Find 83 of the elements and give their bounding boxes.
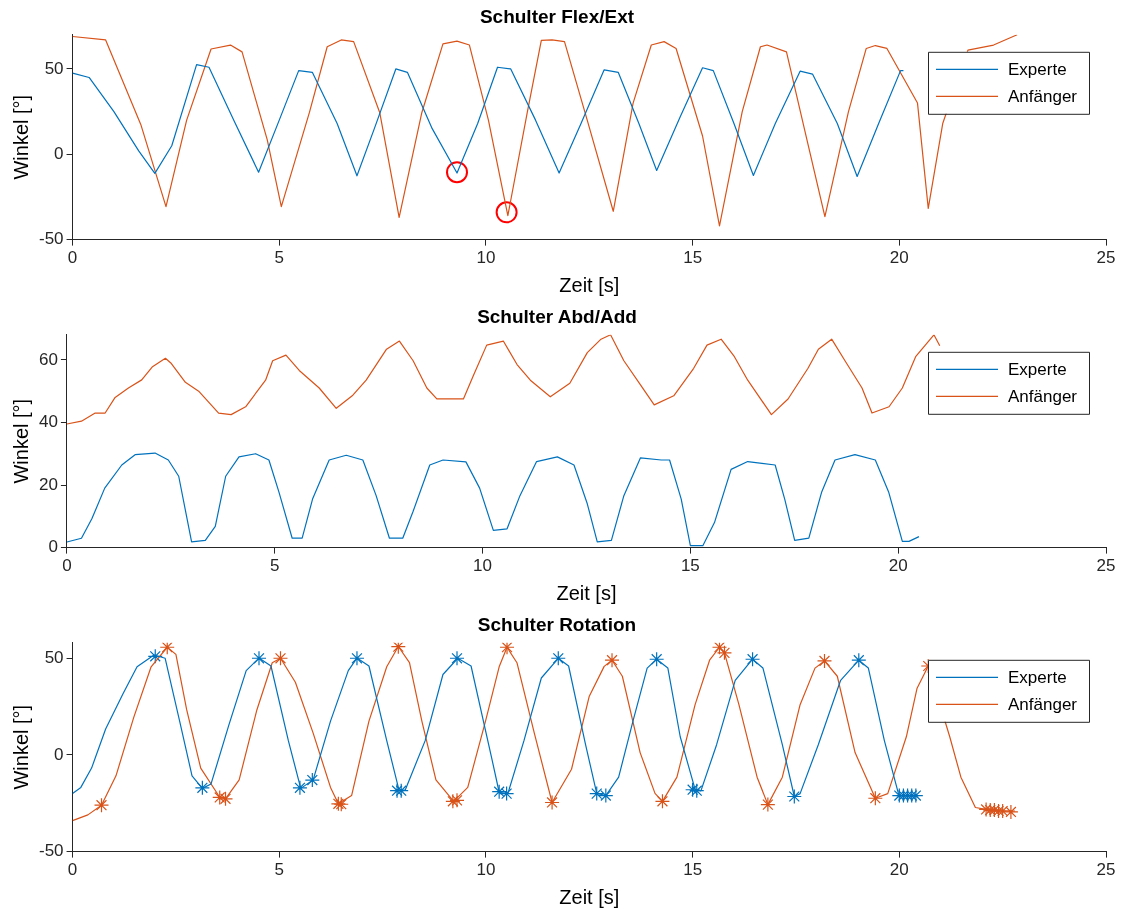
point — [990, 803, 1007, 819]
x-tick-label: 20 — [889, 248, 909, 268]
chart-title: Schulter Rotation — [477, 613, 637, 635]
point — [744, 651, 761, 667]
x-axis-title: Zeit [s] — [559, 885, 620, 908]
y-tick-label: 20 — [38, 474, 58, 494]
point — [689, 783, 705, 799]
y-tick-label: 40 — [38, 412, 58, 432]
x-tick-label: 15 — [683, 248, 703, 268]
point — [654, 793, 671, 809]
point — [93, 797, 110, 813]
point — [851, 652, 867, 668]
point — [604, 652, 620, 668]
point — [995, 803, 1011, 819]
x-tick-label: 25 — [1096, 860, 1116, 880]
point — [685, 782, 701, 798]
point — [349, 650, 365, 666]
x-tick-label: 15 — [680, 556, 700, 576]
point — [390, 642, 406, 655]
point — [292, 780, 308, 796]
point — [867, 790, 883, 806]
legend-label: Anfänger — [1008, 386, 1078, 406]
point — [982, 802, 998, 818]
y-tick-label: 0 — [54, 143, 64, 163]
legend-label: Experte — [1008, 667, 1067, 687]
point — [393, 783, 409, 799]
point — [304, 772, 320, 788]
x-tick-label: 10 — [473, 556, 493, 576]
legend-label: Experte — [1008, 359, 1067, 379]
y-axis-title: Winkel [°] — [9, 398, 32, 484]
y-tick-label: -50 — [38, 229, 64, 249]
point — [159, 642, 175, 655]
x-tick-label: 10 — [476, 860, 496, 880]
y-tick-label: 0 — [54, 744, 64, 764]
point — [217, 791, 234, 807]
x-tick-label: 25 — [1096, 556, 1116, 576]
x-tick-label: 0 — [67, 248, 78, 268]
x-tick-label: 20 — [889, 860, 909, 880]
legend-label: Anfänger — [1008, 694, 1078, 714]
x-tick-label: 0 — [67, 860, 78, 880]
legend-label: Anfänger — [1008, 86, 1078, 106]
legend-label: Experte — [1008, 59, 1067, 79]
point — [544, 794, 560, 811]
point — [499, 786, 515, 802]
point — [550, 650, 566, 666]
point — [194, 780, 210, 796]
point — [251, 650, 267, 666]
point — [499, 642, 515, 655]
point — [272, 650, 289, 666]
point — [598, 787, 614, 804]
point — [760, 797, 776, 813]
x-tick-label: 10 — [476, 248, 496, 268]
point — [445, 793, 461, 809]
point — [786, 788, 802, 805]
point — [147, 648, 163, 664]
point — [816, 653, 833, 669]
y-axis-title: Winkel [°] — [9, 94, 32, 180]
y-tick-label: 50 — [44, 58, 64, 78]
x-tick-label: 5 — [274, 860, 284, 880]
point — [1003, 804, 1019, 820]
x-tick-label: 25 — [1096, 248, 1116, 268]
y-tick-label: 50 — [44, 647, 64, 667]
point — [491, 784, 507, 800]
x-tick-label: 5 — [274, 248, 284, 268]
chart-title: Schulter Flex/Ext — [479, 5, 635, 27]
point — [904, 787, 920, 804]
x-tick-label: 5 — [269, 556, 280, 576]
x-tick-label: 20 — [888, 556, 908, 576]
point — [449, 792, 465, 808]
y-tick-label: -50 — [38, 841, 64, 861]
y-tick-label: 60 — [38, 349, 58, 369]
point — [908, 787, 924, 804]
point — [986, 802, 1002, 818]
y-tick-label: 0 — [48, 537, 58, 557]
x-axis-title: Zeit [s] — [556, 581, 617, 604]
point — [449, 650, 465, 666]
x-tick-label: 15 — [683, 860, 703, 880]
x-axis-title: Zeit [s] — [559, 273, 620, 296]
point — [589, 786, 605, 802]
chart-title: Schulter Abd/Add — [477, 305, 637, 327]
point — [649, 651, 665, 667]
point — [212, 789, 228, 806]
y-axis-title: Winkel [°] — [9, 704, 32, 790]
